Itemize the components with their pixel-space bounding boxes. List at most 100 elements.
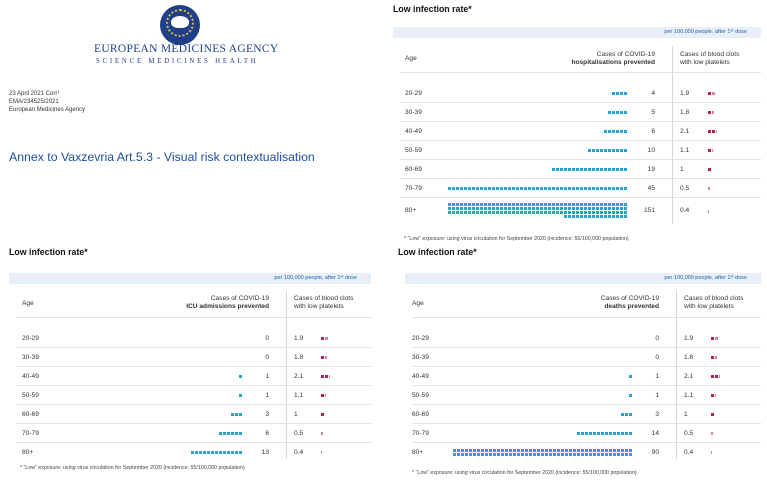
row-clots-value: 0.4 [294, 448, 304, 456]
prevented-case-square [620, 110, 623, 114]
clots-header-line1: Cases of blood clots [294, 295, 354, 302]
prevented-case-square [464, 186, 467, 190]
prevented-case-square [231, 431, 234, 435]
prevented-case-square [453, 448, 456, 452]
prevented-case-square [568, 186, 571, 190]
prevented-case-square [604, 203, 607, 206]
prevented-case-square [464, 203, 467, 206]
prevented-case-square [235, 431, 238, 435]
prevented-case-square [625, 431, 628, 435]
prevented-case-square [468, 207, 471, 210]
clot-case-partial-square [321, 451, 323, 454]
clot-case-partial-square [321, 432, 323, 435]
prevented-case-square [577, 431, 580, 435]
row-separator [400, 178, 761, 179]
row-separator [16, 347, 371, 348]
prevented-case-square [564, 215, 567, 218]
row-clots-value: 1.1 [680, 146, 690, 154]
prevented-case-square [584, 186, 587, 190]
prevented-case-square [612, 129, 615, 133]
prevented-case-square [553, 448, 556, 452]
prevented-case-square [569, 452, 572, 456]
prevented-case-square [608, 186, 611, 190]
prevented-case-square [576, 203, 579, 206]
row-separator [412, 347, 761, 348]
header-rule [412, 317, 761, 318]
prevented-case-square [560, 186, 563, 190]
prevented-case-square [604, 186, 607, 190]
prevented-case-square [505, 452, 508, 456]
prevented-case-square [460, 186, 463, 190]
prevented-case-square [629, 393, 632, 397]
prevented-case-square [601, 448, 604, 452]
prevented-case-square [235, 412, 238, 416]
clot-case-square [711, 375, 714, 378]
prevented-case-square [501, 448, 504, 452]
prevented-case-square [572, 203, 575, 206]
prevented-case-square [581, 431, 584, 435]
prevented-case-square [461, 452, 464, 456]
clot-case-partial-square [711, 432, 713, 435]
prevented-case-square [592, 167, 595, 171]
prevented-case-square [548, 207, 551, 210]
prevented-case-square [532, 186, 535, 190]
prevented-case-square [564, 167, 567, 171]
prevented-case-square [485, 448, 488, 452]
prevented-case-square [604, 207, 607, 210]
row-clots-value: 2.1 [684, 372, 694, 380]
prevented-case-square [548, 211, 551, 214]
prevented-case-square [477, 452, 480, 456]
row-clots-value: 0.4 [684, 448, 694, 456]
prevented-case-square [593, 431, 596, 435]
prevented-case-square [500, 203, 503, 206]
prevented-case-square [616, 207, 619, 210]
prevented-case-square [497, 448, 500, 452]
prevented-case-square [616, 91, 619, 95]
prevented-case-square [497, 452, 500, 456]
prevented-case-square [493, 452, 496, 456]
row-prevented-value: 0 [655, 334, 659, 342]
prevented-case-square [460, 207, 463, 210]
prevented-case-square [589, 448, 592, 452]
row-clots-value: 0.5 [294, 429, 304, 437]
prevented-case-square [616, 203, 619, 206]
clot-case-square [708, 130, 711, 133]
row-separator [412, 385, 761, 386]
prevented-case-square [616, 148, 619, 152]
row-prevented-value: 45 [647, 184, 655, 192]
column-divider [676, 291, 677, 459]
prevented-case-square [596, 203, 599, 206]
document-organisation: European Medicines Agency [9, 107, 86, 113]
row-prevented-value: 0 [265, 353, 269, 361]
row-age: 50-59 [22, 391, 39, 399]
prevented-case-square [621, 452, 624, 456]
prevented-case-square [584, 203, 587, 206]
prevented-case-square [568, 167, 571, 171]
prevented-case-square [521, 452, 524, 456]
row-separator [16, 442, 371, 443]
prevented-case-square [465, 448, 468, 452]
prevented-case-square [480, 207, 483, 210]
prevented-case-square [589, 431, 592, 435]
prevented-case-square [464, 207, 467, 210]
logo-stars-ring [166, 9, 194, 37]
prevented-case-square [456, 211, 459, 214]
prevented-case-square [492, 203, 495, 206]
prevented-case-square [476, 186, 479, 190]
row-separator [400, 121, 761, 122]
row-prevented-value: 10 [647, 146, 655, 154]
prevented-case-square [588, 186, 591, 190]
prevented-case-square [500, 211, 503, 214]
prevented-case-square [613, 431, 616, 435]
row-age: 50-59 [412, 391, 429, 399]
prevented-case-square [488, 211, 491, 214]
clot-case-partial-square [716, 130, 717, 133]
prevented-case-square [620, 91, 623, 95]
column-divider [286, 291, 287, 459]
prevented-case-square [509, 452, 512, 456]
prevented-case-square [223, 450, 226, 454]
prevented-case-square [605, 452, 608, 456]
prevented-case-square [452, 203, 455, 206]
prevented-case-square [532, 211, 535, 214]
prevented-case-square [548, 186, 551, 190]
